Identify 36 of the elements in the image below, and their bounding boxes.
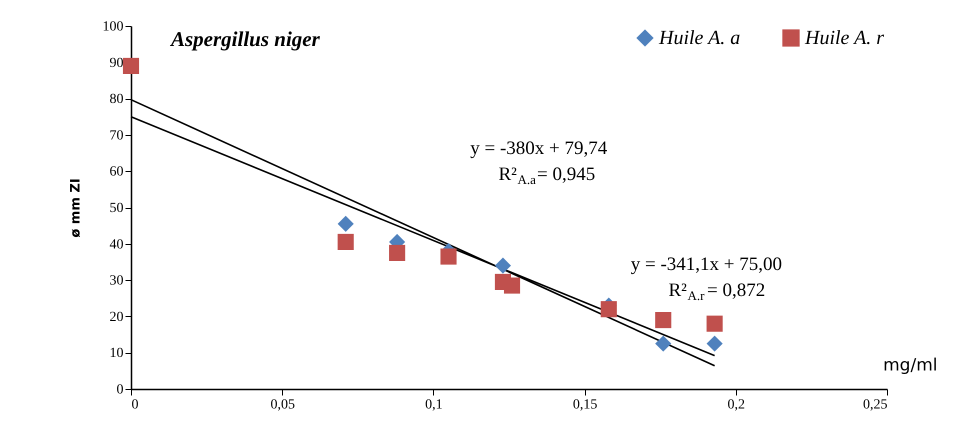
point [122, 58, 140, 74]
legend-label: Huile A. a [658, 27, 740, 49]
point [389, 244, 406, 261]
y-tick-label: 60 [110, 164, 124, 180]
legend-label: Huile A. r [804, 27, 884, 49]
y-tick-label: 90 [110, 56, 124, 71]
point [600, 301, 617, 318]
y-tick-label: 20 [110, 310, 124, 325]
x-tick-label: 0,15 [572, 398, 598, 412]
point [655, 336, 672, 352]
x-axis-title: mg/ml [883, 356, 938, 376]
point [706, 316, 723, 332]
y-tick-label: 0 [116, 382, 124, 398]
x-tick-label: 0,05 [270, 398, 295, 412]
y-tick-label: 70 [110, 128, 124, 144]
point [440, 248, 457, 265]
point [706, 336, 723, 352]
annotation: y = -380x + 79,74 [470, 138, 608, 159]
x-tick-label: 0,25 [863, 398, 888, 412]
y-axis-title: ø mm ZI [68, 178, 84, 238]
x-tick-label: 0,2 [728, 398, 746, 412]
point [494, 258, 512, 274]
y-tick-label: 10 [110, 346, 124, 362]
y-tick-label: 30 [110, 274, 124, 289]
point [655, 312, 672, 328]
y-tick-label: 100 [102, 20, 124, 34]
annotation: y = -341,1x + 75,00 [630, 254, 782, 275]
y-tick-label: 80 [110, 92, 124, 108]
chart-title: Aspergillus niger [169, 27, 321, 51]
y-tick-label: 40 [110, 237, 124, 252]
point [338, 234, 354, 250]
point [504, 277, 520, 294]
x-tick-label: 0 [132, 398, 138, 412]
point [338, 216, 354, 232]
y-tick-label: 50 [110, 201, 124, 216]
x-tick-label: 0,1 [425, 398, 443, 412]
